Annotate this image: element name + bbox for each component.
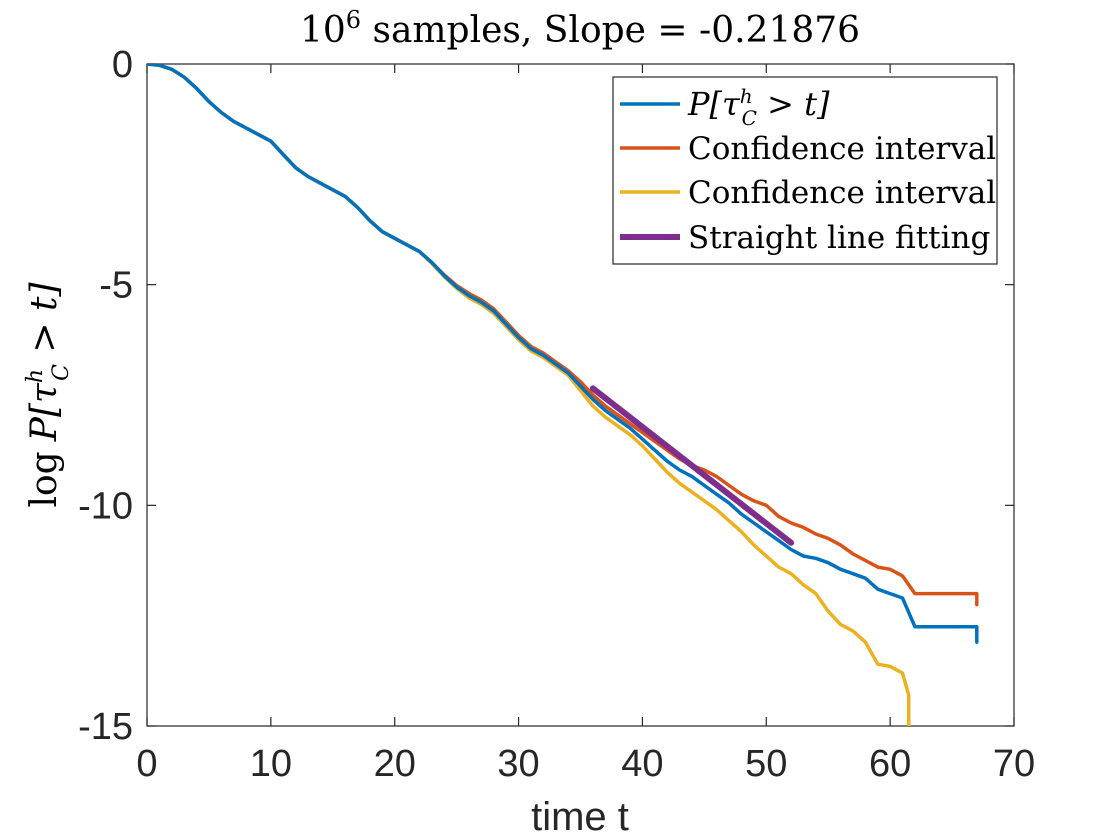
series-group	[147, 64, 979, 726]
legend-label-probability: P[τh C > t]	[687, 84, 830, 130]
y-tick-label: 0	[112, 44, 133, 86]
x-tick-label: 30	[497, 743, 539, 785]
x-tick-label: 40	[621, 743, 663, 785]
x-tick-labels: 0 10 20 30 40 50 60 70	[136, 743, 1035, 785]
axis-ticks	[146, 63, 1015, 727]
x-tick-label: 20	[374, 743, 416, 785]
x-tick-label: 60	[869, 743, 911, 785]
y-tick-label: -5	[99, 265, 133, 307]
y-tick-label: -10	[78, 485, 133, 527]
legend-box	[612, 76, 998, 265]
x-tick-label: 0	[136, 743, 157, 785]
y-tick-label: -15	[78, 706, 133, 748]
series-line-straight-fit	[589, 385, 795, 546]
legend-label-upper-ci: Confidence interval	[688, 131, 996, 167]
x-tick-label: 10	[250, 743, 292, 785]
chart-title: 106 samples, Slope = -0.21876	[300, 6, 860, 51]
legend-label-fit: Straight line fitting	[688, 220, 990, 256]
series-line-probability	[147, 64, 979, 644]
x-axis-label: time t	[531, 795, 629, 839]
legend: P[τh C > t] Confidence interval Confidenc…	[612, 76, 998, 265]
y-tick-labels: 0 -5 -10 -15	[78, 44, 133, 748]
x-tick-label: 50	[745, 743, 787, 785]
y-axis-label: logP[τhC > t]	[23, 282, 74, 508]
x-tick-label: 70	[993, 743, 1035, 785]
legend-label-lower-ci: Confidence interval	[688, 175, 996, 211]
